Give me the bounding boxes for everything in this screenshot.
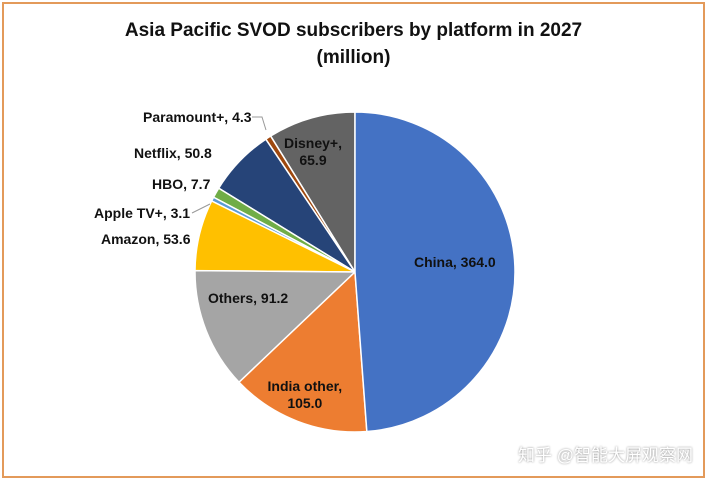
pie-slice (354, 111, 516, 433)
data-label: Paramount+, 4.3 (143, 108, 252, 125)
data-label: Netflix, 50.8 (134, 144, 212, 161)
data-label: China, 364.0 (414, 253, 496, 270)
data-label: HBO, 7.7 (152, 175, 211, 192)
data-label: India other, 105.0 (267, 378, 343, 411)
watermark: 知乎 @智能大屏观察网 (518, 446, 693, 465)
data-label: Apple TV+, 3.1 (94, 204, 191, 221)
chart-title: Asia Pacific SVOD subscribers by platfor… (124, 20, 583, 41)
data-label: Disney+, 65.9 (284, 135, 342, 168)
leader-line (191, 203, 211, 214)
chart-subtitle: (million) (316, 47, 391, 68)
pie-slice (194, 269, 357, 384)
data-label: Others, 91.2 (208, 289, 289, 306)
data-label: Amazon, 53.6 (101, 230, 191, 247)
pie-slice (237, 270, 368, 433)
leader-line (252, 116, 267, 131)
pie-slice (269, 111, 356, 275)
